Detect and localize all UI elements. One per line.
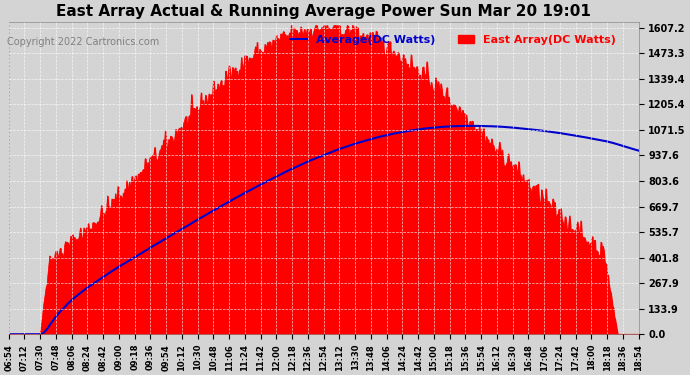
Legend: Average(DC Watts), East Array(DC Watts): Average(DC Watts), East Array(DC Watts) xyxy=(286,30,620,49)
Title: East Array Actual & Running Average Power Sun Mar 20 19:01: East Array Actual & Running Average Powe… xyxy=(56,4,591,19)
Text: Copyright 2022 Cartronics.com: Copyright 2022 Cartronics.com xyxy=(7,37,159,47)
